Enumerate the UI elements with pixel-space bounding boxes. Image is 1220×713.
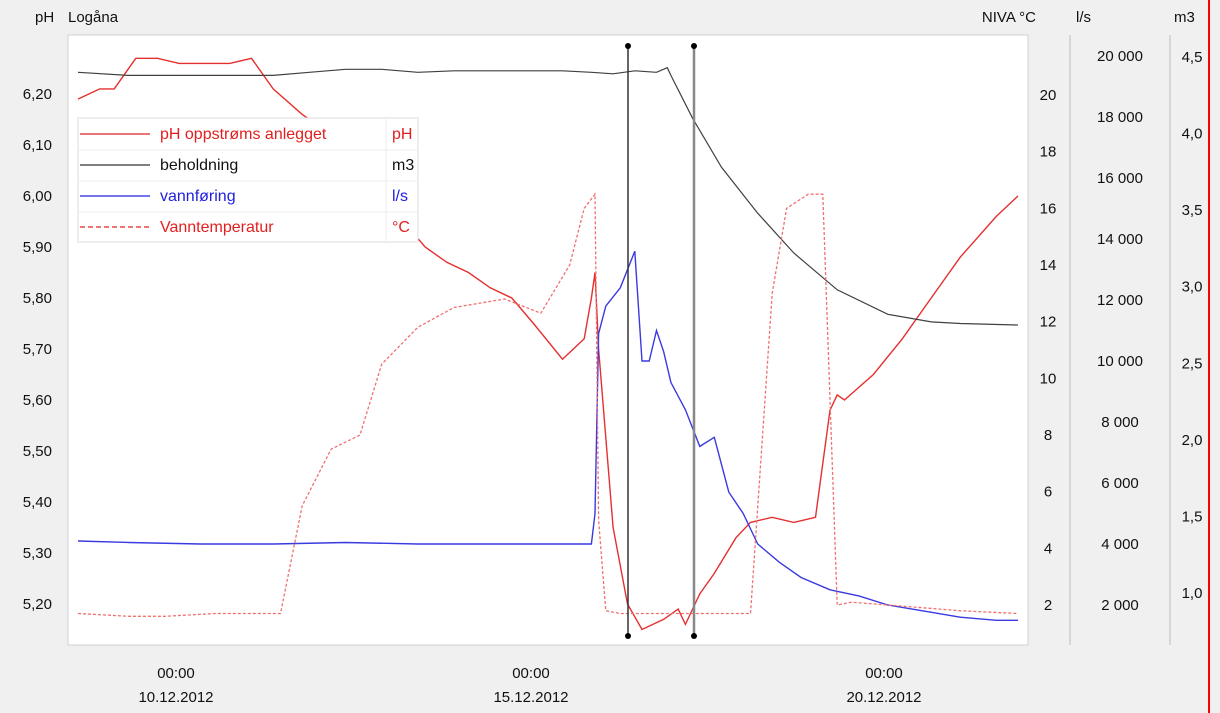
flow-tick-label: 14 000 (1097, 231, 1143, 248)
series-line-vanntemperatur (77, 192, 1019, 617)
ph-tick-label: 5,20 (23, 596, 52, 613)
axis-ticks: 6,20 6,10 6,00 5,90 5,80 5,70 5,60 5,50 5,40 5,30… (23, 35, 1203, 706)
x-tick-time: 00:00 (512, 665, 550, 682)
flow-tick-label: 12 000 (1097, 292, 1143, 309)
flow-tick-label: 8 000 (1101, 414, 1139, 431)
legend-box (77, 117, 419, 243)
x-tick-date: 15.12.2012 (493, 689, 568, 706)
ph-tick-label: 6,20 (23, 86, 52, 103)
flow-tick-label: 16 000 (1097, 170, 1143, 187)
cursor-handle[interactable] (691, 633, 697, 639)
ph-tick-label: 5,80 (23, 290, 52, 307)
x-tick-date: 20.12.2012 (846, 689, 921, 706)
temp-tick-label: 4 (1044, 540, 1052, 557)
flow-tick-label: 6 000 (1101, 475, 1139, 492)
legend-unit: °C (392, 219, 410, 236)
temp-tick-label: 2 (1044, 597, 1052, 614)
legend-unit: l/s (392, 188, 408, 205)
ph-tick-label: 5,50 (23, 443, 52, 460)
legend-label: Vanntemperatur (160, 219, 274, 236)
temp-axis-label: NIVA °C (982, 9, 1036, 26)
ph-tick-label: 6,10 (23, 137, 52, 154)
ph-tick-label: 5,60 (23, 392, 52, 409)
legend: pH oppstrøms anlegget pH beholdning m3 vannf… (77, 117, 419, 243)
ph-tick-label: 5,30 (23, 545, 52, 562)
temp-tick-label: 8 (1044, 427, 1052, 444)
x-tick-time: 00:00 (865, 665, 903, 682)
volume-tick-label: 4,5 (1182, 49, 1203, 66)
temp-tick-label: 14 (1040, 257, 1057, 274)
series-line-vannføring (77, 250, 1018, 621)
cursor-handle[interactable] (625, 633, 631, 639)
cursor-handle[interactable] (625, 43, 631, 49)
temp-tick-label: 16 (1040, 200, 1057, 217)
volume-tick-label: 2,5 (1182, 355, 1203, 372)
flow-tick-label: 2 000 (1101, 597, 1139, 614)
ph-axis-label: pH (35, 9, 54, 26)
volume-tick-label: 3,0 (1182, 279, 1203, 296)
series-line-ph (77, 57, 1019, 631)
series-line-beholdning (77, 66, 1019, 326)
legend-unit: m3 (392, 157, 414, 174)
temp-tick-label: 20 (1040, 87, 1057, 104)
ph-tick-label: 5,70 (23, 341, 52, 358)
flow-tick-label: 4 000 (1101, 536, 1139, 553)
legend-label: vannføring (160, 188, 236, 205)
volume-tick-label: 3,5 (1182, 202, 1203, 219)
ph-tick-label: 5,40 (23, 494, 52, 511)
volume-tick-label: 4,0 (1182, 126, 1203, 143)
legend-label: beholdning (160, 157, 238, 174)
volume-tick-label: 1,0 (1182, 585, 1203, 602)
ph-tick-label: 6,00 (23, 188, 52, 205)
x-tick-date: 10.12.2012 (138, 689, 213, 706)
series-lines (77, 57, 1019, 631)
volume-tick-label: 1,5 (1182, 508, 1203, 525)
flow-axis-label: l/s (1076, 9, 1091, 26)
temp-tick-label: 12 (1040, 314, 1057, 331)
volume-axis-label: m3 (1174, 9, 1195, 26)
x-tick-time: 00:00 (157, 665, 195, 682)
flow-tick-label: 18 000 (1097, 109, 1143, 126)
temp-tick-label: 10 (1040, 370, 1057, 387)
ph-tick-label: 5,90 (23, 239, 52, 256)
flow-tick-label: 10 000 (1097, 353, 1143, 370)
chart-title: Logåna (68, 9, 119, 26)
flow-tick-label: 20 000 (1097, 48, 1143, 65)
cursor-handle[interactable] (691, 43, 697, 49)
legend-label: pH oppstrøms anlegget (160, 126, 327, 143)
temp-tick-label: 18 (1040, 144, 1057, 161)
cursor-lines (625, 43, 697, 639)
volume-tick-label: 2,0 (1182, 432, 1203, 449)
legend-unit: pH (392, 126, 412, 143)
temp-tick-label: 6 (1044, 484, 1052, 501)
